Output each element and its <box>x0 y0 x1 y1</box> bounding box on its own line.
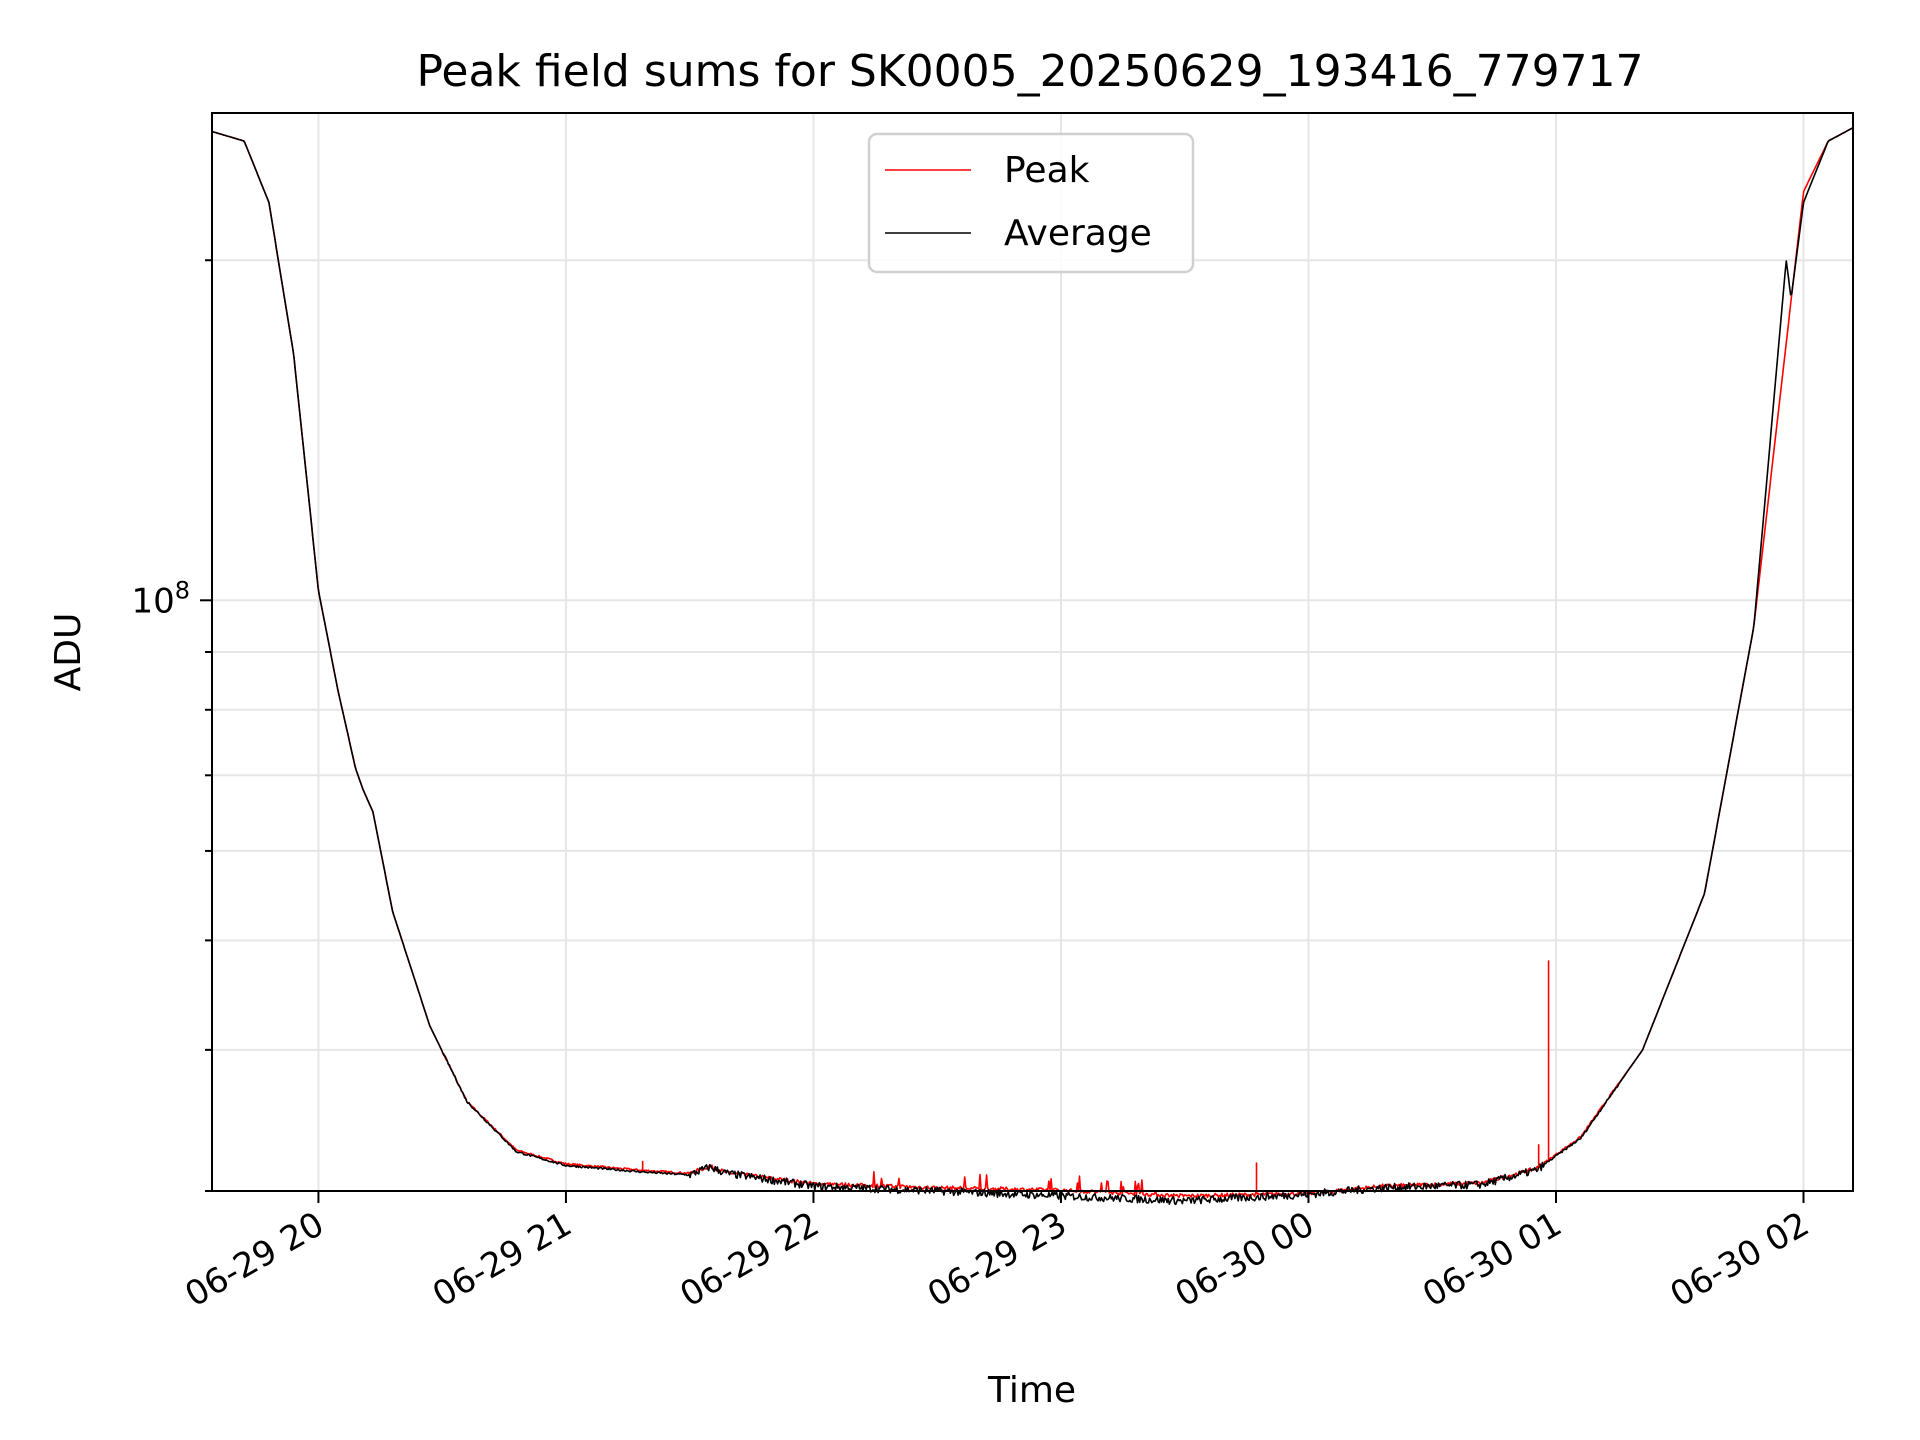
series-average-line <box>211 127 1854 1206</box>
legend-label-peak: Peak <box>1004 150 1090 191</box>
y-axis: 108 <box>131 259 212 1192</box>
y-axis-label: ADU <box>48 613 89 692</box>
plot-series <box>211 127 1854 1206</box>
legend[interactable]: Peak Average <box>867 132 1195 274</box>
series-peak-line <box>211 127 1854 1199</box>
chart-title: Peak field sums for SK0005_20250629_1934… <box>416 46 1643 97</box>
legend-label-average: Average <box>1004 213 1152 254</box>
x-axis-label: Time <box>987 1370 1076 1411</box>
y-tick-label: 108 <box>131 576 190 621</box>
legend-box <box>867 132 1195 274</box>
